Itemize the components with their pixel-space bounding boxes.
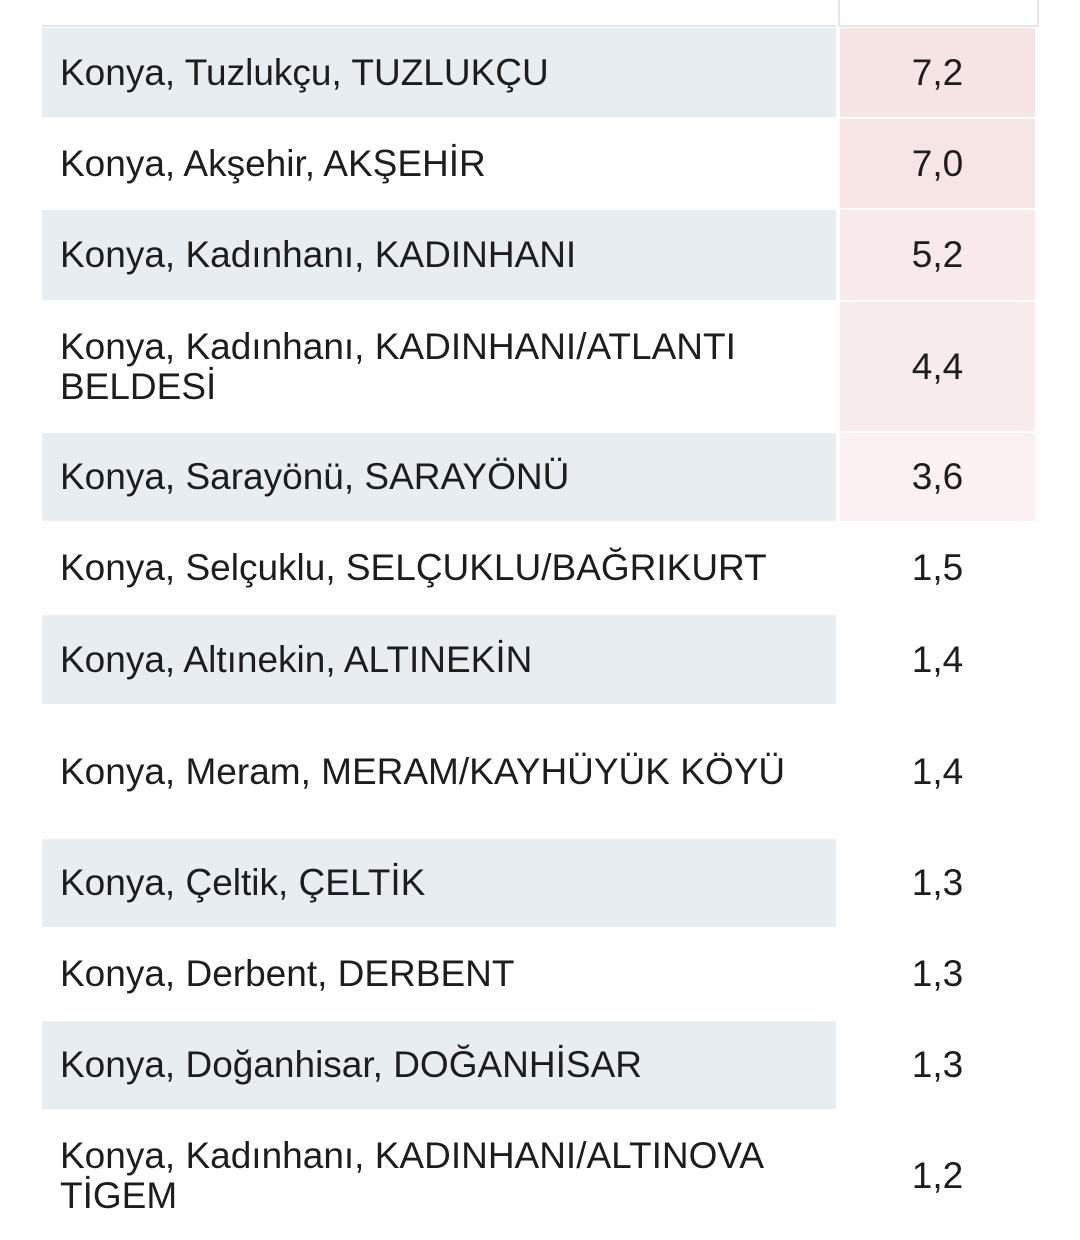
row-label: Konya, Doğanhisar, DOĞANHİSAR [42, 1021, 836, 1109]
row-label: Konya, Çeltik, ÇELTİK [42, 839, 836, 927]
header-row-right [838, 0, 1039, 27]
row-value: 1,3 [840, 839, 1035, 927]
row-value: 5,2 [840, 210, 1035, 300]
row-value: 1,2 [840, 1111, 1035, 1240]
row-value: 1,3 [840, 1021, 1035, 1109]
row-value: 4,4 [840, 302, 1035, 431]
row-value: 1,4 [840, 615, 1035, 704]
row-label: Konya, Derbent, DERBENT [42, 929, 836, 1019]
row-label: Konya, Altınekin, ALTINEKİN [42, 615, 836, 704]
header-row-left [42, 0, 836, 27]
row-label: Konya, Kadınhanı, KADINHANI/ALTINOVA TİG… [42, 1111, 836, 1240]
row-label: Konya, Sarayönü, SARAYÖNÜ [42, 433, 836, 521]
row-label: Konya, Kadınhanı, KADINHANI [42, 210, 836, 300]
row-label: Konya, Tuzlukçu, TUZLUKÇU [42, 28, 836, 117]
row-label: Konya, Akşehir, AKŞEHİR [42, 119, 836, 208]
row-value: 1,3 [840, 929, 1035, 1019]
row-value: 1,5 [840, 523, 1035, 613]
row-value: 3,6 [840, 433, 1035, 521]
row-value: 7,2 [840, 28, 1035, 117]
row-label: Konya, Kadınhanı, KADINHANI/ATLANTI BELD… [42, 302, 836, 431]
row-label: Konya, Selçuklu, SELÇUKLU/BAĞRIKURT [42, 523, 836, 613]
row-label: Konya, Meram, MERAM/KAYHÜYÜK KÖYÜ [42, 706, 836, 837]
row-value: 1,4 [840, 706, 1035, 837]
row-value: 7,0 [840, 119, 1035, 208]
